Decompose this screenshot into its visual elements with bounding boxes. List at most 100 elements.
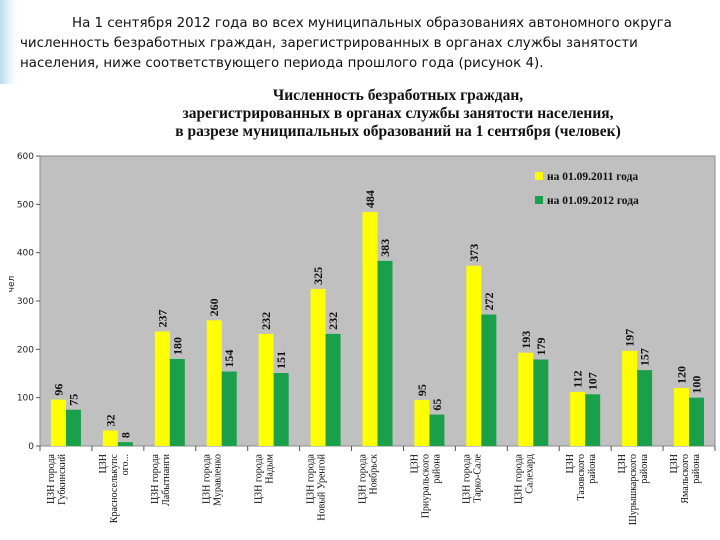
data-label: 260	[207, 298, 221, 316]
bar	[414, 400, 430, 446]
legend-label: на 01.09.2012 года	[547, 195, 639, 207]
x-tick-label: ЦЗН	[669, 454, 680, 473]
data-label: 484	[363, 190, 377, 208]
chart-container: Численность безработных граждан, зарегис…	[0, 84, 720, 540]
y-tick-label: 400	[17, 249, 34, 259]
x-tick-label: ЦЗН	[98, 454, 109, 473]
data-label: 157	[638, 348, 652, 366]
intro-paragraph: На 1 сентября 2012 года во всех муниципа…	[20, 16, 672, 71]
data-label: 8	[118, 432, 132, 438]
x-tick-label: Красноселькупс	[109, 453, 120, 523]
x-tick-label: Муравленко	[213, 454, 224, 506]
data-label: 232	[259, 312, 273, 330]
bar	[310, 288, 326, 446]
data-label: 154	[222, 350, 236, 368]
x-tick-label: Новый Уренгой	[317, 453, 328, 520]
x-tick-label: района	[691, 453, 702, 483]
x-tick-label: Салехард	[524, 454, 535, 494]
data-label: 112	[571, 371, 585, 388]
bar	[221, 371, 237, 446]
x-tick-label: ЦЗН города	[513, 453, 524, 504]
x-tick-label: ЦЗН города	[254, 453, 265, 504]
x-tick-label: Приуральского	[420, 454, 431, 518]
x-tick-label: Тазовского	[576, 454, 587, 501]
bar	[102, 430, 118, 446]
y-tick-label: 200	[17, 345, 34, 355]
bar	[154, 331, 170, 446]
bar	[50, 399, 66, 446]
bar	[533, 359, 549, 446]
bar	[674, 388, 690, 446]
chart-title-line-1: Численность безработных граждан,	[273, 87, 523, 104]
bar	[466, 265, 482, 446]
bar	[169, 359, 185, 446]
x-tick-label: района	[431, 453, 442, 483]
x-tick-label: Тарко-Сале	[472, 453, 483, 502]
x-tick-label: района	[639, 453, 650, 483]
x-tick-label: Ямальского	[680, 454, 691, 504]
y-tick-label: 600	[17, 152, 34, 162]
bar	[622, 350, 638, 446]
chart-title-line-3: в разрезе муниципальных образований на 1…	[175, 123, 621, 140]
bar	[637, 370, 653, 446]
x-tick-label: ЦЗН города	[46, 453, 57, 504]
x-tick-label: ЦЗН	[409, 454, 420, 473]
bar	[206, 320, 222, 446]
bar	[362, 212, 378, 446]
legend-swatch	[535, 196, 543, 204]
x-tick-label: ЦЗН города	[306, 453, 317, 504]
x-tick-label: ЦЗН	[565, 454, 576, 473]
data-label: 120	[675, 366, 689, 384]
legend-swatch	[535, 172, 543, 180]
bar	[258, 333, 274, 446]
y-tick-label: 500	[17, 200, 34, 210]
x-tick-label: ЦЗН города	[150, 453, 161, 504]
x-tick-label: Лабытнанги	[161, 453, 172, 506]
x-tick-label: Губкинский	[57, 453, 68, 505]
legend-label: на 01.09.2011 года	[547, 171, 638, 183]
y-tick-label: 100	[17, 394, 34, 404]
bar	[570, 391, 586, 446]
chart-title-line-2: зарегистрированных в органах службы заня…	[182, 105, 613, 122]
data-label: 197	[623, 329, 637, 347]
bar	[117, 442, 133, 446]
data-label: 180	[170, 337, 184, 355]
data-label: 373	[467, 244, 481, 262]
x-tick-label: ЦЗН	[617, 454, 628, 473]
bar	[429, 414, 445, 446]
bar	[325, 333, 341, 446]
data-label: 272	[482, 293, 496, 311]
y-tick-label: 0	[28, 442, 34, 452]
x-tick-label: Ноябрьск	[369, 454, 380, 495]
x-tick-label: ого...	[120, 454, 131, 475]
data-label: 232	[326, 312, 340, 330]
bar	[585, 394, 601, 446]
data-label: 65	[430, 399, 444, 411]
bar	[518, 352, 534, 446]
bar	[689, 397, 705, 446]
data-label: 107	[586, 372, 600, 390]
data-label: 179	[534, 337, 548, 355]
bar	[377, 260, 393, 446]
x-tick-label: Шурышкарского	[628, 454, 639, 525]
x-tick-label: района	[587, 453, 598, 483]
data-label: 95	[415, 384, 429, 396]
data-label: 96	[51, 384, 65, 396]
x-tick-label: Надым	[265, 453, 276, 483]
x-tick-label: ЦЗН города	[358, 453, 369, 504]
x-tick-label: ЦЗН города	[202, 453, 213, 504]
bar	[481, 314, 497, 446]
data-label: 100	[690, 376, 704, 394]
data-label: 193	[519, 331, 533, 349]
data-label: 75	[66, 394, 80, 406]
data-label: 383	[378, 239, 392, 257]
y-axis-label: чел	[7, 276, 17, 293]
y-tick-label: 300	[17, 297, 34, 307]
data-label: 325	[311, 267, 325, 285]
bar	[65, 409, 81, 446]
data-label: 237	[155, 309, 169, 327]
data-label: 32	[103, 415, 117, 427]
bar	[273, 373, 289, 446]
x-tick-label: ЦЗН города	[461, 453, 472, 504]
data-label: 151	[274, 351, 288, 369]
